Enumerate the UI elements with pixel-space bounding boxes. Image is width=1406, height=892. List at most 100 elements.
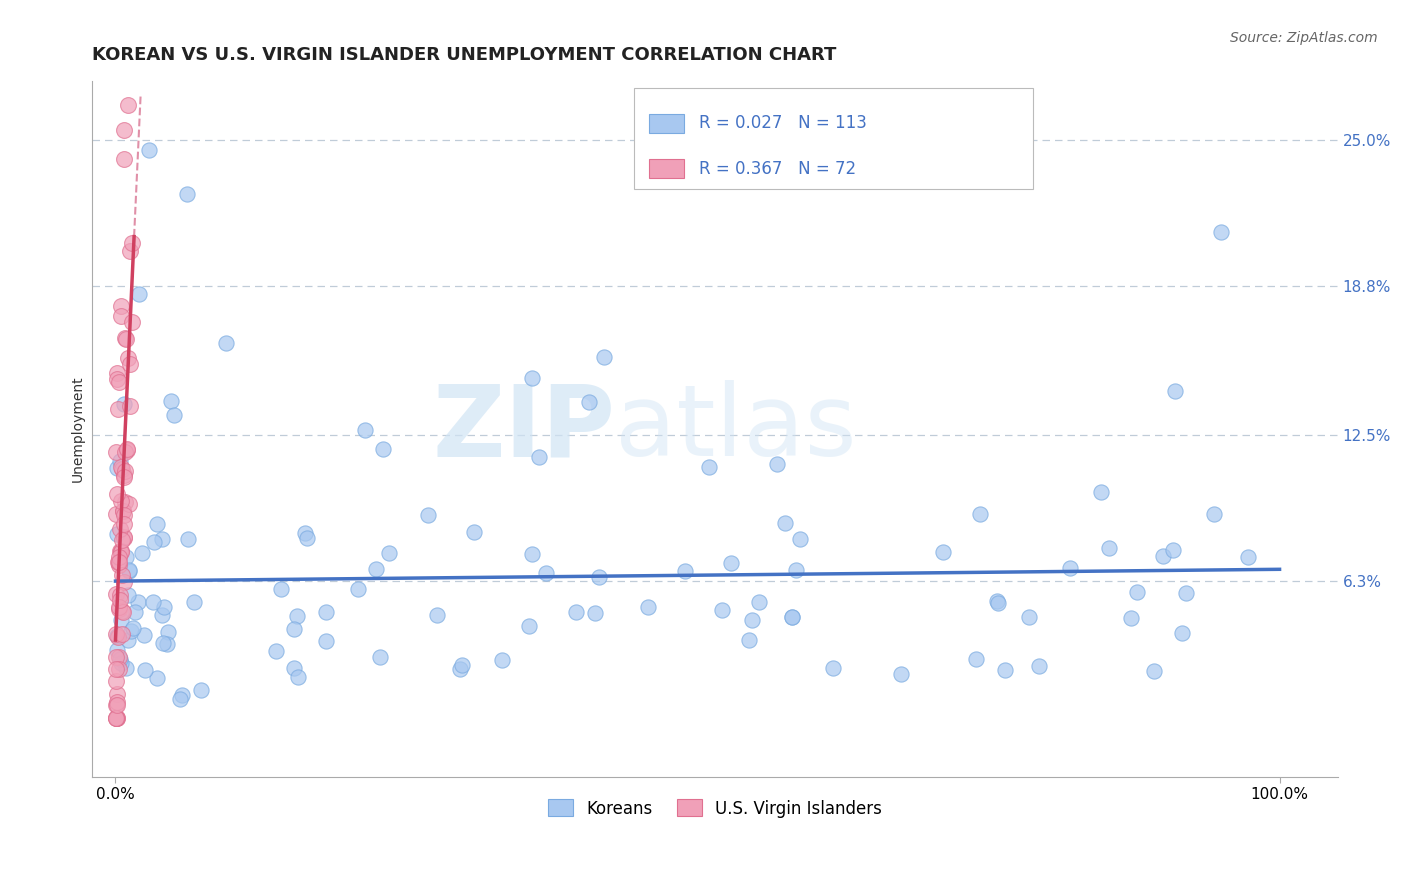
Point	[105, 461, 128, 475]
Point	[153, 600, 176, 615]
Point	[932, 545, 955, 559]
Point	[517, 619, 540, 633]
Point	[1090, 485, 1112, 500]
Point	[115, 549, 138, 564]
Point	[785, 563, 807, 577]
Text: atlas: atlas	[616, 381, 856, 477]
Point	[1121, 611, 1143, 625]
Point	[738, 632, 761, 647]
Text: R = 0.367   N = 72: R = 0.367 N = 72	[699, 160, 856, 178]
Point	[1204, 507, 1226, 521]
Point	[112, 397, 135, 411]
Point	[142, 535, 165, 549]
Point	[315, 605, 337, 619]
Point	[110, 494, 132, 508]
Point	[112, 122, 135, 136]
Point	[115, 332, 138, 346]
Point	[347, 582, 370, 596]
Point	[748, 595, 770, 609]
Point	[117, 632, 139, 647]
Point	[969, 507, 991, 521]
Point	[111, 462, 134, 476]
Point	[112, 153, 135, 167]
Point	[527, 450, 550, 465]
Point	[451, 657, 474, 672]
Point	[111, 626, 134, 640]
Point	[1174, 586, 1197, 600]
Point	[426, 607, 449, 622]
Point	[104, 507, 127, 521]
Point	[111, 533, 134, 547]
Point	[156, 637, 179, 651]
Point	[112, 508, 135, 522]
Point	[789, 533, 811, 547]
Point	[110, 522, 132, 536]
Point	[1059, 561, 1081, 575]
Point	[449, 661, 471, 675]
FancyBboxPatch shape	[650, 113, 683, 133]
Point	[118, 357, 141, 371]
Point	[1161, 543, 1184, 558]
Point	[766, 457, 789, 471]
Point	[283, 622, 305, 636]
Y-axis label: Unemployment: Unemployment	[72, 376, 86, 483]
Point	[118, 399, 141, 413]
Point	[583, 607, 606, 621]
Point	[287, 670, 309, 684]
Point	[371, 442, 394, 457]
Point	[1028, 659, 1050, 673]
Point	[110, 310, 132, 324]
Point	[122, 621, 145, 635]
Point	[1170, 625, 1192, 640]
Point	[111, 504, 134, 518]
Point	[593, 351, 616, 365]
Point	[104, 649, 127, 664]
Point	[105, 698, 128, 712]
Point	[105, 711, 128, 725]
Point	[108, 651, 131, 665]
Point	[114, 331, 136, 345]
Point	[107, 402, 129, 417]
Point	[142, 595, 165, 609]
Point	[297, 531, 319, 545]
Point	[110, 588, 132, 602]
Point	[177, 532, 200, 546]
Point	[176, 187, 198, 202]
Point	[987, 596, 1010, 610]
Point	[156, 625, 179, 640]
Point	[1209, 225, 1232, 239]
Point	[1164, 384, 1187, 398]
Point	[121, 315, 143, 329]
Point	[110, 299, 132, 313]
Point	[112, 605, 135, 619]
Point	[110, 544, 132, 558]
Point	[780, 610, 803, 624]
Point	[283, 661, 305, 675]
Point	[463, 524, 485, 539]
Point	[132, 628, 155, 642]
Point	[418, 508, 440, 523]
Point	[965, 651, 987, 665]
Legend: Koreans, U.S. Virgin Islanders: Koreans, U.S. Virgin Islanders	[541, 793, 889, 824]
Point	[1018, 609, 1040, 624]
Point	[270, 582, 292, 596]
Point	[108, 454, 131, 468]
Point	[131, 546, 153, 560]
Point	[285, 609, 308, 624]
Point	[564, 605, 586, 619]
Point	[1152, 549, 1174, 563]
Point	[294, 525, 316, 540]
Point	[107, 372, 129, 386]
Point	[104, 673, 127, 688]
Point	[107, 375, 129, 389]
Point	[150, 607, 173, 622]
Point	[104, 586, 127, 600]
Point	[105, 711, 128, 725]
Point	[115, 443, 138, 458]
Point	[112, 532, 135, 546]
Point	[821, 661, 844, 675]
Point	[378, 546, 401, 560]
Point	[146, 516, 169, 531]
Point	[773, 516, 796, 531]
Point	[118, 244, 141, 259]
